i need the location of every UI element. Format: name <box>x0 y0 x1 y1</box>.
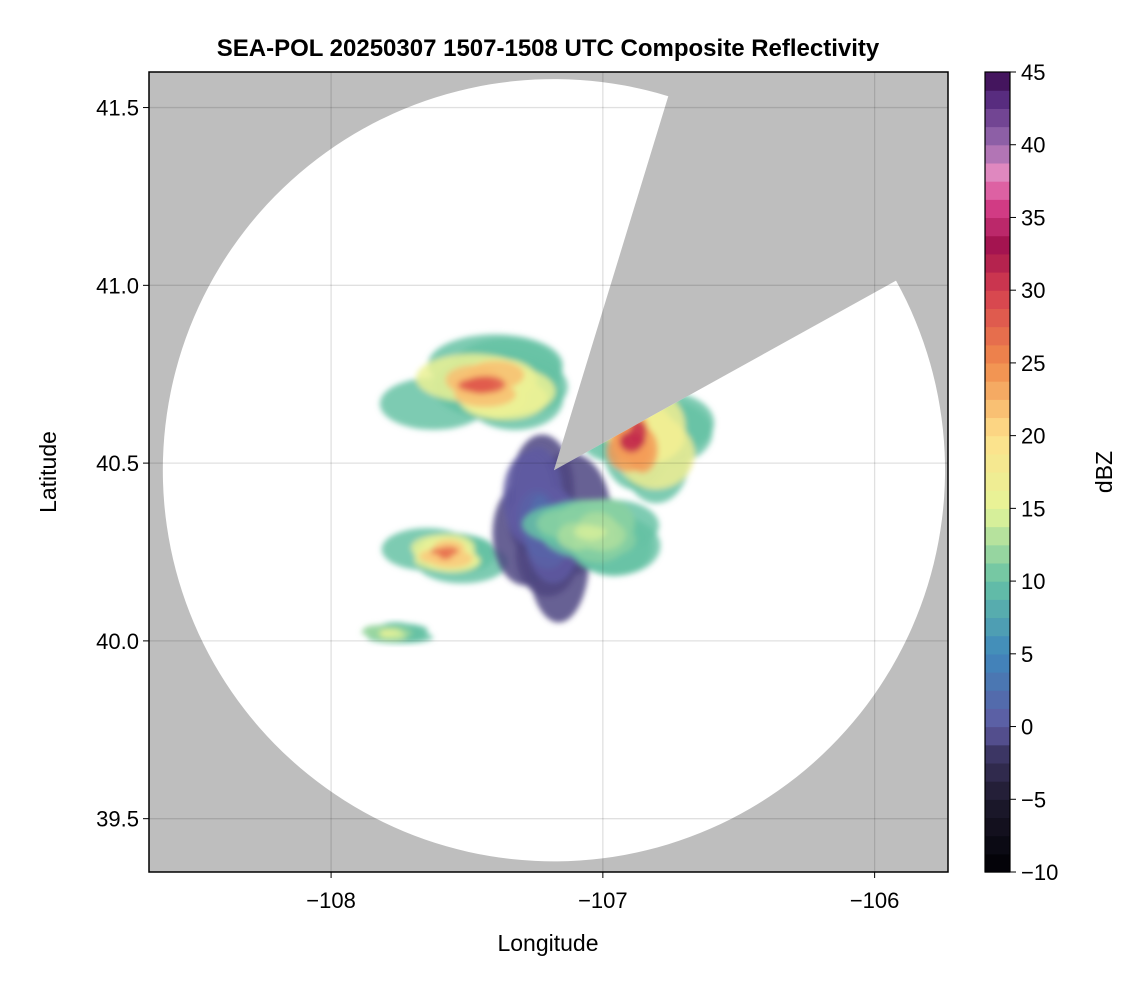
x-axis-ticks: −108 −107 −106 <box>306 872 899 913</box>
colorbar-segment <box>985 617 1010 637</box>
x-tick-label: −108 <box>306 888 356 913</box>
colorbar-segment <box>985 126 1010 146</box>
colorbar-segment <box>985 744 1010 764</box>
echo-patch <box>438 552 452 560</box>
colorbar-segment <box>985 581 1010 600</box>
colorbar-segment <box>985 526 1010 546</box>
y-tick-label: 39.5 <box>96 807 139 832</box>
y-tick-label: 40.0 <box>96 629 139 654</box>
colorbar-segment <box>985 508 1010 528</box>
colorbar-segment <box>985 217 1010 237</box>
echo-patch <box>619 433 646 448</box>
colorbar-segment <box>985 290 1010 309</box>
colorbar-tick-label: 30 <box>1021 278 1045 303</box>
colorbar-frame <box>984 71 1011 873</box>
colorbar-segment <box>985 344 1010 364</box>
echo-region <box>361 622 434 644</box>
colorbar-segment <box>985 544 1010 564</box>
colorbar-segment <box>985 326 1010 346</box>
colorbar-segment <box>985 599 1010 619</box>
colorbar-tick-label: 15 <box>1021 496 1045 521</box>
colorbar-tick-label: −5 <box>1021 787 1046 812</box>
colorbar-segment <box>985 490 1010 509</box>
y-axis-label: Latitude <box>35 431 61 513</box>
y-tick-label: 41.0 <box>96 273 139 298</box>
y-tick-label: 41.5 <box>96 96 139 121</box>
colorbar-segment <box>985 472 1010 491</box>
echo-region <box>578 392 715 504</box>
colorbar-segment <box>985 453 1010 473</box>
echo-patch <box>465 376 497 394</box>
colorbar-segment <box>985 381 1010 400</box>
reflectivity-echoes <box>361 334 715 644</box>
colorbar-segment <box>985 672 1010 691</box>
colorbar-segment <box>985 144 1010 164</box>
colorbar-segment <box>985 272 1010 291</box>
colorbar-segment <box>985 817 1010 837</box>
colorbar-segment <box>985 72 1010 91</box>
colorbar-segment <box>985 362 1010 382</box>
colorbar-tick-label: 25 <box>1021 351 1045 376</box>
colorbar-segment <box>985 562 1010 582</box>
echo-region <box>381 527 508 584</box>
colorbar-segment <box>985 181 1010 200</box>
colorbar-segment <box>985 853 1010 873</box>
colorbar-tick-label: 45 <box>1021 60 1045 85</box>
x-axis-label: Longitude <box>497 930 598 956</box>
colorbar-label: dBZ <box>1091 451 1117 493</box>
y-axis-ticks: 39.5 40.0 40.5 41.0 41.5 <box>96 96 149 832</box>
plot-frame <box>148 71 949 873</box>
colorbar-segment <box>985 399 1010 419</box>
colorbar-segment <box>985 726 1010 746</box>
echo-region <box>521 498 661 576</box>
colorbar-segment <box>985 199 1010 219</box>
colorbar-segment <box>985 653 1010 673</box>
colorbar-segment <box>985 235 1010 255</box>
colorbar-segment <box>985 417 1010 437</box>
colorbar-tick-label: 0 <box>1021 715 1033 740</box>
colorbar-tick-label: 10 <box>1021 569 1045 594</box>
colorbar-tick-label: 20 <box>1021 424 1045 449</box>
colorbar-tick-label: 5 <box>1021 642 1033 667</box>
colorbar-segment <box>985 435 1010 455</box>
colorbar-segment <box>985 108 1010 128</box>
echo-patch <box>384 631 399 635</box>
colorbar-segment <box>985 781 1010 800</box>
colorbar-tick-label: −10 <box>1021 860 1058 885</box>
colorbar-tick-label: 35 <box>1021 205 1045 230</box>
colorbar-segment <box>985 253 1010 273</box>
x-tick-label: −107 <box>578 888 628 913</box>
colorbar-segment <box>985 690 1010 709</box>
x-tick-label: −106 <box>850 888 900 913</box>
echo-patch <box>430 548 444 555</box>
colorbar-tick-label: 40 <box>1021 133 1045 158</box>
echo-patch <box>579 526 605 541</box>
colorbar-segment <box>985 762 1010 782</box>
colorbar-segment <box>985 835 1010 855</box>
colorbar-segment <box>985 90 1010 109</box>
echo-region <box>379 334 568 430</box>
colorbar-segment <box>985 799 1010 819</box>
colorbar-segment <box>985 308 1010 328</box>
colorbar: −10 −5 0 5 10 15 20 25 30 35 40 45 <box>984 60 1058 885</box>
colorbar-segment <box>985 708 1010 728</box>
grid-lines <box>149 72 948 872</box>
chart-title: SEA-POL 20250307 1507-1508 UTC Composite… <box>217 35 880 62</box>
colorbar-segment <box>985 162 1010 182</box>
colorbar-segment <box>985 635 1010 655</box>
y-tick-label: 40.5 <box>96 451 139 476</box>
